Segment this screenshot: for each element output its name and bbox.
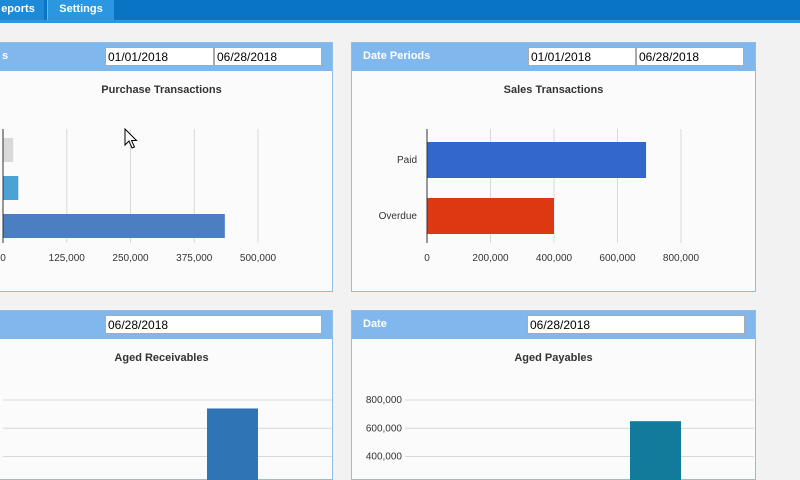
panel-title: s xyxy=(2,50,9,62)
date-input[interactable] xyxy=(527,315,745,334)
bar xyxy=(630,421,681,480)
chart-title: Aged Payables xyxy=(514,352,593,364)
end-date-input[interactable] xyxy=(214,47,322,66)
end-date-input[interactable] xyxy=(636,47,744,66)
panel-title: Date xyxy=(363,318,387,330)
y-tick-label: 600,000 xyxy=(366,423,403,434)
panel-header: Date Periods xyxy=(352,43,755,71)
x-tick-label: 375,000 xyxy=(176,253,213,264)
start-date-input[interactable] xyxy=(528,47,636,66)
bar xyxy=(3,214,225,238)
start-date-input[interactable] xyxy=(105,47,214,66)
x-tick-label: 0 xyxy=(0,253,6,264)
purchase-transactions-panel: s Purchase Transactions xyxy=(0,42,333,292)
aged-payables-panel: Date Aged Payables xyxy=(351,310,756,480)
top-nav: eports Settings xyxy=(0,0,800,20)
tab-settings[interactable]: Settings xyxy=(47,0,114,20)
nav-underline xyxy=(0,20,800,23)
bar xyxy=(207,408,258,480)
purchase-transactions-chart: 0 125,000 250,000 375,000 500,000 0 200,000 400… xyxy=(0,129,754,480)
panel-header xyxy=(0,311,332,339)
y-tick-label: 400,000 xyxy=(366,452,403,463)
bar xyxy=(427,198,554,234)
panel-title: Date Periods xyxy=(363,50,431,62)
category-label: Overdue xyxy=(379,211,418,222)
bar xyxy=(427,142,647,178)
chart-title: Aged Receivables xyxy=(114,352,209,364)
panel-header: Date xyxy=(352,311,755,339)
chart-title: Sales Transactions xyxy=(503,84,604,96)
panel-header: s xyxy=(0,43,332,71)
y-tick-label: 800,000 xyxy=(366,395,403,406)
bar xyxy=(3,138,14,162)
category-label: Paid xyxy=(397,155,417,166)
x-tick-label: 600,000 xyxy=(599,253,636,264)
x-tick-label: 0 xyxy=(424,253,430,264)
date-input[interactable] xyxy=(105,315,322,334)
x-tick-label: 200,000 xyxy=(472,253,509,264)
x-tick-label: 400,000 xyxy=(536,253,573,264)
x-tick-label: 800,000 xyxy=(663,253,700,264)
bar xyxy=(3,176,19,200)
aged-receivables-panel: Aged Receivables xyxy=(0,310,333,480)
x-tick-label: 250,000 xyxy=(112,253,149,264)
mouse-cursor-icon xyxy=(124,127,138,149)
tab-reports[interactable]: eports xyxy=(0,0,44,20)
x-tick-label: 500,000 xyxy=(240,253,277,264)
chart-title: Purchase Transactions xyxy=(101,84,222,96)
x-tick-label: 125,000 xyxy=(49,253,86,264)
